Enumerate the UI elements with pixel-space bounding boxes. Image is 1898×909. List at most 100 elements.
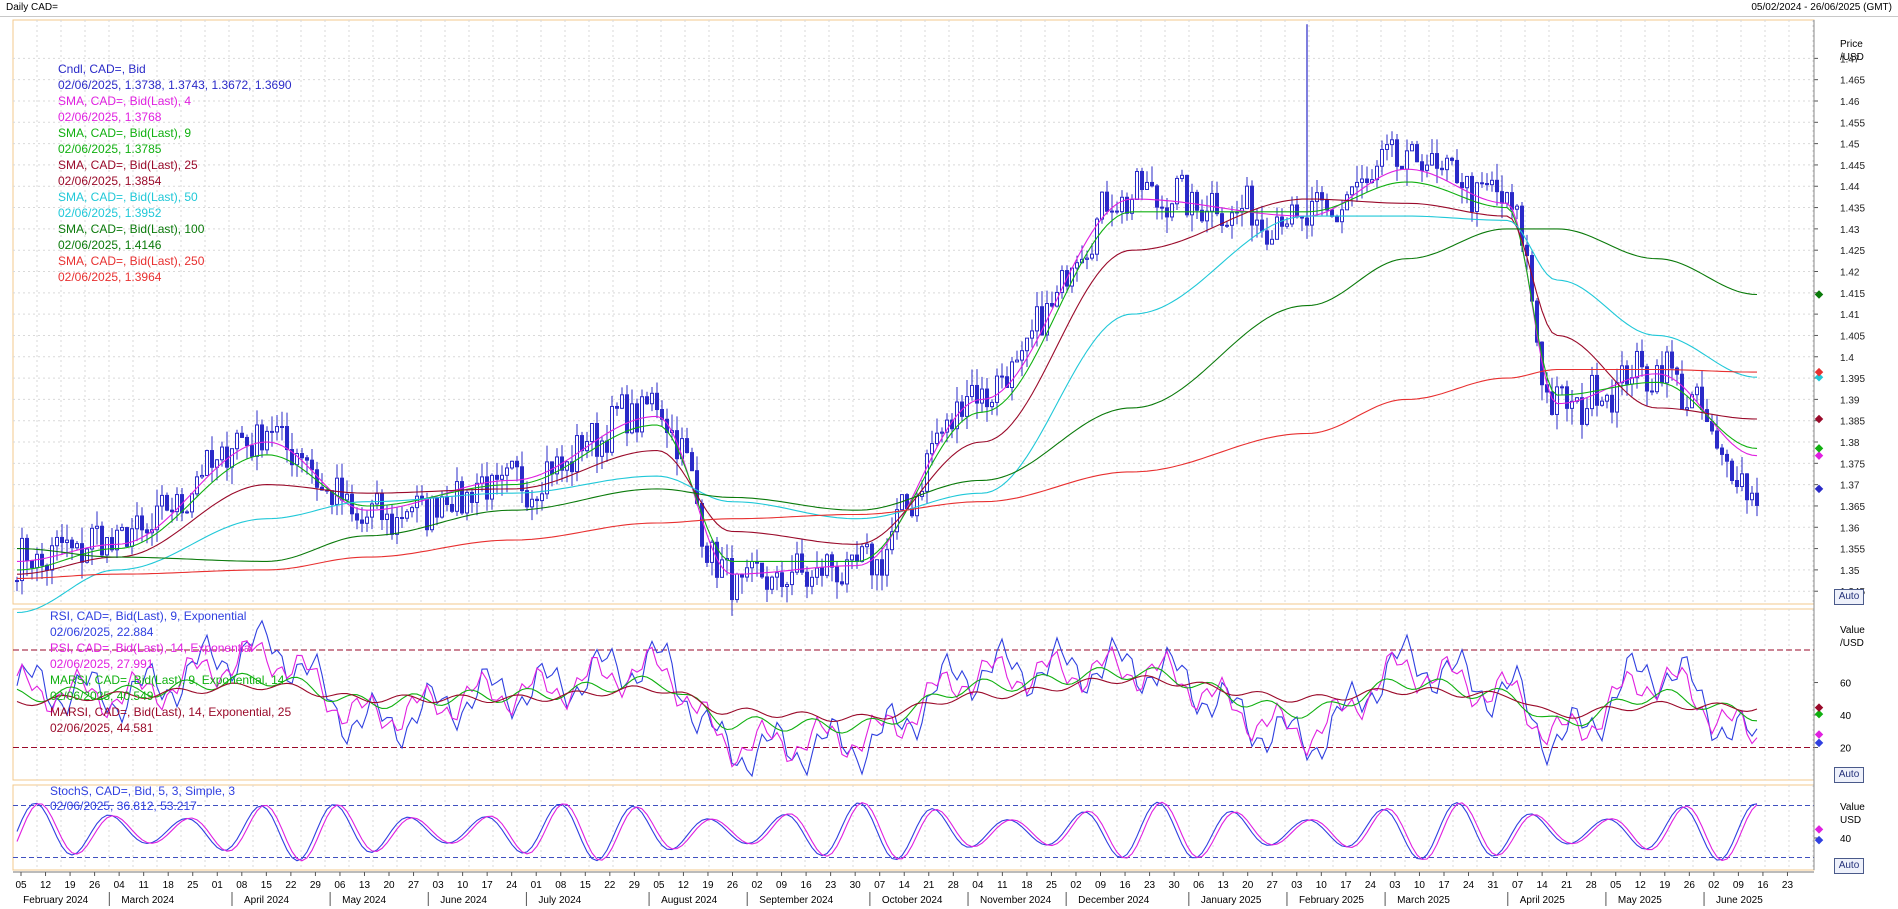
candle-body xyxy=(390,513,394,535)
candle-body xyxy=(1740,473,1744,488)
candle-body xyxy=(1085,257,1089,260)
candle-body xyxy=(835,566,839,583)
candle-body xyxy=(795,553,799,573)
candle-body xyxy=(1360,178,1364,183)
x-day-label: 29 xyxy=(629,880,641,891)
candle-body xyxy=(1040,306,1044,336)
price-tick-label: 1.45 xyxy=(1840,140,1860,151)
candle-body xyxy=(1365,178,1369,184)
candle-body xyxy=(1560,386,1564,389)
candle-body xyxy=(1195,191,1199,211)
candle-body xyxy=(175,494,179,513)
candle-body xyxy=(90,527,94,550)
stoch-k-line xyxy=(16,801,1758,862)
candle-body xyxy=(1035,306,1039,332)
x-day-label: 27 xyxy=(1267,880,1279,891)
x-day-label: 15 xyxy=(580,880,592,891)
candle-body xyxy=(1490,179,1494,186)
candle-body xyxy=(135,515,139,530)
sma-25-line xyxy=(16,198,1758,575)
candle-body xyxy=(1450,157,1454,161)
stoch-auto-button[interactable]: Auto xyxy=(1834,858,1864,874)
x-day-label: 07 xyxy=(1512,880,1524,891)
candle-body xyxy=(1020,350,1024,361)
price-tick-label: 1.38 xyxy=(1840,438,1860,449)
price-tick-label: 1.455 xyxy=(1840,118,1865,129)
price-tick-label: 1.385 xyxy=(1840,417,1865,428)
x-day-label: 20 xyxy=(383,880,395,891)
candle-body xyxy=(1645,366,1649,392)
candle-body xyxy=(1095,218,1099,255)
x-day-label: 06 xyxy=(334,880,346,891)
candle-body xyxy=(75,543,79,549)
candle-body xyxy=(1585,408,1589,425)
x-day-label: 14 xyxy=(1537,880,1549,891)
x-month-label: September 2024 xyxy=(759,895,833,906)
x-day-label: 05 xyxy=(15,880,27,891)
x-day-label: 10 xyxy=(457,880,469,891)
x-day-label: 30 xyxy=(1169,880,1181,891)
x-day-label: 05 xyxy=(1610,880,1622,891)
candle-body xyxy=(1570,400,1574,409)
price-tick-label: 1.42 xyxy=(1840,268,1860,279)
candle-body xyxy=(95,525,99,529)
candle-body xyxy=(750,561,754,569)
sma-4-line xyxy=(16,168,1758,575)
candle-body xyxy=(270,430,274,433)
x-month-label: May 2024 xyxy=(342,895,386,906)
x-month-label: March 2025 xyxy=(1397,895,1450,906)
x-day-label: 18 xyxy=(163,880,175,891)
candle-body xyxy=(35,553,39,569)
sma-last-marker xyxy=(1814,451,1824,460)
candle-body xyxy=(1400,165,1404,170)
candle-body xyxy=(945,419,949,433)
candle-body xyxy=(825,554,829,576)
x-day-label: 19 xyxy=(702,880,714,891)
candle-body xyxy=(300,453,304,459)
price-tick-label: 1.35 xyxy=(1840,566,1860,577)
x-day-label: 09 xyxy=(1095,880,1107,891)
price-auto-button[interactable]: Auto xyxy=(1834,589,1864,605)
price-tick-label: 1.47 xyxy=(1840,54,1860,65)
candle-body xyxy=(1655,365,1659,393)
rsi-legend-entry: 02/06/2025, 40.549 xyxy=(50,689,154,703)
price-tick-label: 1.37 xyxy=(1840,481,1860,492)
price-tick-label: 1.43 xyxy=(1840,225,1860,236)
x-day-label: 18 xyxy=(1021,880,1033,891)
candle-body xyxy=(1010,361,1014,388)
candle-body xyxy=(1260,219,1264,232)
candle-body xyxy=(410,507,414,513)
x-day-label: 16 xyxy=(1757,880,1769,891)
candle-body xyxy=(1685,407,1689,410)
x-day-label: 03 xyxy=(1291,880,1303,891)
candle-body xyxy=(185,511,189,514)
candle-body xyxy=(1505,192,1509,204)
candle-body xyxy=(220,446,224,461)
candle-body xyxy=(990,401,994,408)
candle-body xyxy=(1225,224,1229,227)
stoch-tick-label: 40 xyxy=(1840,834,1852,845)
candle-body xyxy=(1250,185,1254,226)
rsi-auto-button[interactable]: Auto xyxy=(1834,767,1864,783)
rsi-last-marker xyxy=(1814,730,1824,739)
price-legend-entry: SMA, CAD=, Bid(Last), 4 xyxy=(58,94,191,108)
candle-body xyxy=(1380,148,1384,167)
candle-body xyxy=(1150,181,1154,187)
candle-body xyxy=(40,553,44,566)
candle-body xyxy=(1665,351,1669,384)
candle-body xyxy=(1000,375,1004,378)
candle-body xyxy=(50,545,54,571)
x-day-label: 22 xyxy=(285,880,297,891)
x-day-label: 13 xyxy=(1218,880,1230,891)
candle-body xyxy=(970,384,974,398)
candle-body xyxy=(845,559,849,585)
candle-body xyxy=(240,432,244,438)
x-day-label: 03 xyxy=(1389,880,1401,891)
sma-last-marker xyxy=(1814,372,1824,382)
candle-body xyxy=(1600,400,1604,406)
x-day-label: 12 xyxy=(40,880,52,891)
price-tick-label: 1.445 xyxy=(1840,161,1865,172)
rsi-last-marker xyxy=(1814,703,1824,712)
x-month-label: July 2024 xyxy=(538,895,581,906)
